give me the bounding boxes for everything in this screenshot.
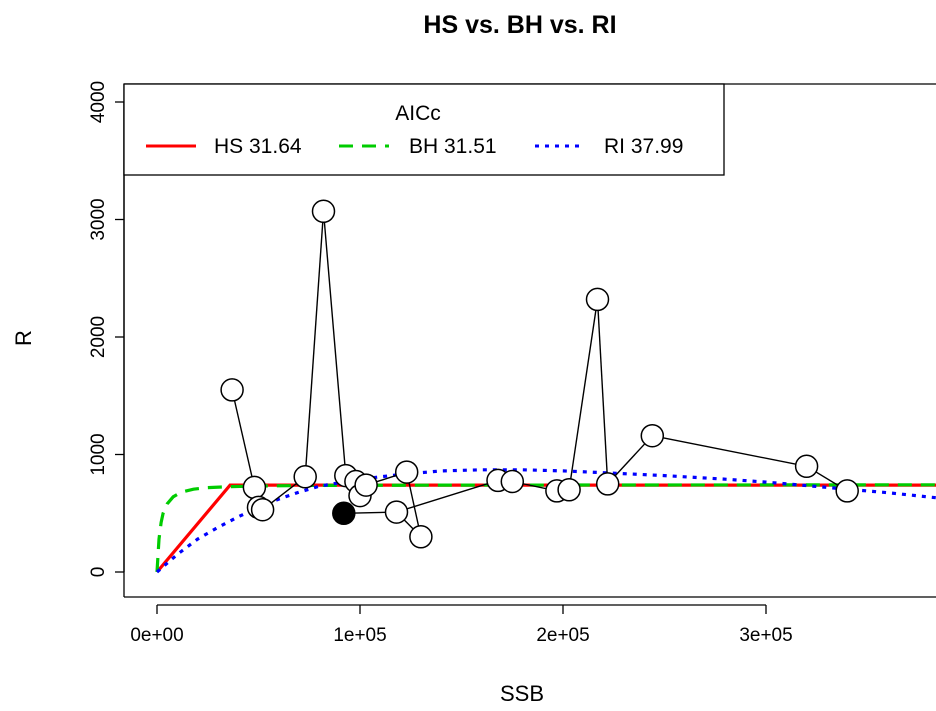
fit-curves (155, 468, 936, 574)
x-tick-label: 2e+05 (536, 625, 589, 646)
x-tick-label: 3e+05 (739, 625, 792, 646)
legend-label-bh: BH 31.51 (409, 135, 497, 158)
observation-point (835, 479, 859, 503)
observation-point (311, 199, 336, 224)
y-tick-label: 1000 (88, 433, 109, 475)
chart-title: HS vs. BH vs. RI (423, 11, 616, 39)
fit-curve-bh (155, 483, 936, 573)
observation-point (585, 287, 610, 312)
connection-line (596, 299, 609, 484)
legend-label-hs: HS 31.64 (214, 135, 302, 158)
fit-curve-hs (155, 483, 936, 574)
observation-point (250, 497, 275, 522)
observation-point (500, 469, 525, 494)
x-axis-title: SSB (500, 681, 544, 706)
x-axis: 0e+00 1e+05 2e+05 3e+05 (130, 604, 793, 646)
connection-line (568, 299, 599, 490)
observation-point (220, 378, 244, 402)
observation-point (557, 478, 581, 502)
connection-line (396, 479, 499, 513)
x-tick-label: 1e+05 (333, 625, 386, 646)
last-year-point (332, 501, 356, 526)
observation-point (794, 454, 819, 479)
observation-point (394, 460, 419, 484)
y-tick-label: 2000 (88, 316, 109, 358)
observation-connections (231, 211, 848, 538)
connection-line (322, 211, 347, 476)
legend: AICc HS 31.64 BH 31.51 RI 37.99 (123, 83, 725, 176)
legend-label-ri: RI 37.99 (604, 135, 683, 158)
observation-point (354, 473, 378, 497)
observation-point (384, 500, 409, 524)
observation-point (640, 423, 665, 448)
observation-points (220, 199, 859, 549)
y-axis-title: R (11, 330, 36, 346)
connection-line (652, 435, 807, 467)
legend-title: AICc (395, 102, 441, 125)
connection-line (304, 211, 325, 477)
y-tick-label: 0 (88, 567, 109, 578)
connection-line (231, 389, 256, 488)
y-tick-label: 4000 (88, 81, 109, 123)
observation-point (595, 472, 620, 496)
legend-box (123, 83, 725, 176)
observation-point (409, 525, 433, 549)
y-tick-label: 3000 (88, 198, 109, 240)
observation-point (293, 465, 317, 489)
y-axis: 0 1000 2000 3000 4000 (88, 81, 125, 578)
observation-point (242, 475, 267, 500)
fit-curve-ri (155, 468, 936, 574)
x-tick-label: 0e+00 (130, 625, 183, 646)
